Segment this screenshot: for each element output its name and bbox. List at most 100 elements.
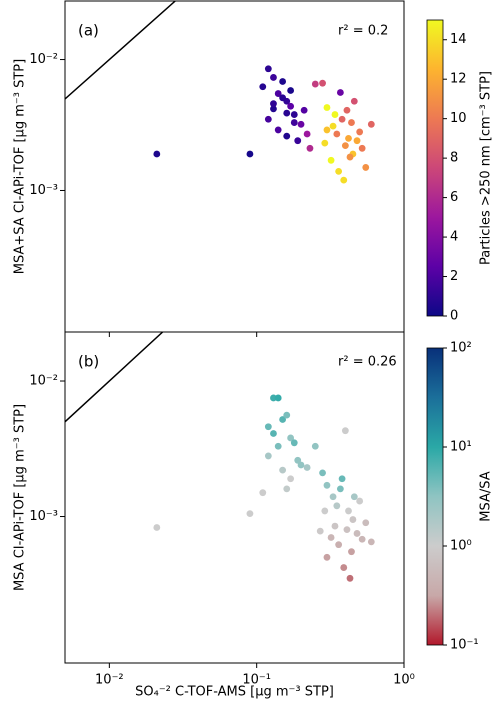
data-point (300, 106, 308, 114)
data-point (348, 548, 355, 556)
data-point (331, 111, 339, 118)
data-point (367, 538, 375, 546)
plot-area (65, 332, 375, 582)
data-point (333, 502, 341, 510)
colorbar (426, 347, 444, 646)
colorbar-tick-label: 2 (450, 269, 458, 284)
data-point (345, 507, 352, 515)
data-point (287, 434, 295, 442)
data-point (323, 104, 331, 111)
data-point (264, 65, 272, 73)
data-point (349, 516, 357, 523)
colorbar-tick-label: 4 (450, 230, 458, 245)
x-axis-label: SO₄⁻² C-TOF-AMS [μg m⁻³ STP] (135, 685, 334, 700)
y-tick-label: 10⁻² (29, 374, 58, 389)
data-point (343, 526, 351, 534)
data-point (348, 119, 355, 126)
data-point (287, 102, 295, 110)
data-point (329, 493, 337, 501)
panel-label: (b) (78, 353, 99, 371)
data-point (327, 534, 335, 541)
data-point (264, 452, 272, 460)
one-to-one-line (65, 332, 164, 423)
data-point (327, 156, 335, 164)
data-point (290, 111, 298, 118)
data-point (297, 120, 305, 128)
data-point (153, 524, 161, 531)
data-point (341, 142, 349, 150)
data-point (345, 134, 352, 142)
data-point (319, 79, 326, 87)
data-point (294, 456, 302, 464)
data-point (323, 481, 331, 489)
data-point (358, 144, 366, 152)
x-tick-label: 10⁻¹ (242, 673, 271, 688)
one-to-one-line (65, 1, 176, 100)
data-point (356, 128, 364, 136)
data-point (270, 430, 277, 437)
colorbar-tick-label: 8 (450, 151, 458, 166)
data-point (274, 90, 282, 97)
data-point (270, 74, 277, 81)
data-point (274, 442, 282, 450)
data-point (297, 461, 305, 469)
data-point (283, 109, 291, 117)
axes-frame (64, 331, 405, 664)
data-point (283, 411, 291, 419)
data-point (353, 530, 361, 537)
x-tick-label: 10⁻² (95, 673, 124, 688)
data-point (274, 394, 282, 402)
colorbar-tick-label: 12 (450, 72, 467, 87)
y-tick-label: 10⁻³ (29, 509, 58, 524)
data-point (335, 541, 343, 549)
data-point (350, 493, 358, 501)
data-point (246, 510, 254, 518)
data-point (331, 522, 339, 530)
colorbar-tick-label: 10 (450, 111, 467, 126)
y-axis-label: MSA CI-APi-TOF [μg m⁻³ STP] (13, 404, 28, 591)
data-point (306, 144, 314, 152)
colorbar-tick-label: 10¹ (450, 440, 472, 455)
data-point (270, 394, 277, 402)
x-tick-label: 10⁰ (393, 673, 415, 688)
colorbar-label: MSA/SA (479, 471, 494, 521)
data-point (343, 106, 351, 114)
colorbar (426, 19, 444, 317)
data-point (279, 78, 287, 85)
data-point (279, 416, 287, 423)
data-point (336, 89, 344, 96)
data-point (270, 100, 277, 108)
data-point (358, 535, 366, 543)
data-point (335, 167, 343, 175)
data-point (311, 442, 319, 450)
data-point (303, 464, 311, 471)
colorbar-tick-label: 0 (450, 309, 458, 324)
panel-label: (a) (78, 22, 99, 40)
colorbar-tick-label: 10⁰ (450, 539, 472, 554)
data-point (341, 427, 349, 435)
data-point (153, 150, 161, 158)
data-point (283, 485, 291, 493)
data-point (290, 439, 298, 447)
data-point (259, 83, 267, 91)
colorbar-label: Particles >250 nm [cm⁻³ STP] (479, 71, 494, 265)
data-point (353, 137, 361, 145)
data-point (362, 164, 370, 171)
data-point (290, 119, 298, 126)
colorbar-tick-label: 6 (450, 190, 458, 205)
data-point (346, 574, 354, 582)
colorbar-tick-label: 10⁻¹ (450, 638, 479, 653)
data-point (270, 105, 277, 113)
data-point (340, 564, 348, 571)
data-point (338, 475, 346, 483)
data-point (246, 150, 254, 158)
data-point (362, 519, 370, 527)
data-point (329, 122, 337, 130)
data-point (338, 115, 346, 123)
data-point (346, 153, 354, 161)
y-tick-label: 10⁻² (29, 52, 58, 67)
data-point (356, 497, 364, 505)
data-point (323, 553, 331, 561)
data-point (333, 130, 341, 138)
